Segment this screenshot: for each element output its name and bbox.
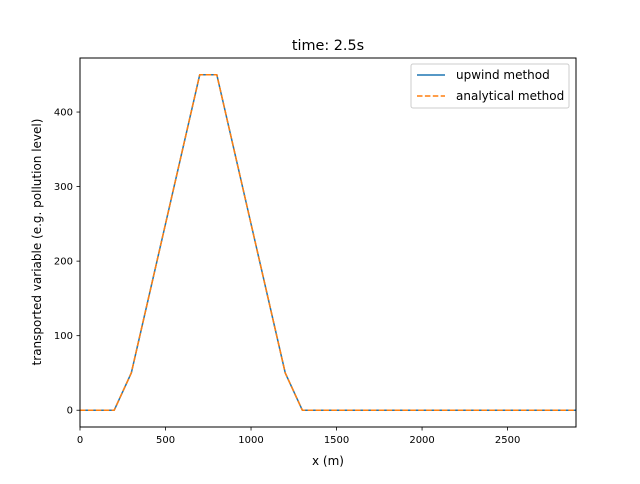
y-tick-label: 200 [54, 257, 73, 268]
y-tick-label: 300 [54, 182, 73, 193]
y-tick-label: 400 [54, 108, 73, 119]
y-tick-label: 0 [67, 406, 73, 417]
legend-label: upwind method [456, 68, 550, 82]
series-line-analytical [80, 74, 576, 411]
x-axis-label: x (m) [312, 454, 344, 468]
plot-frame [79, 57, 577, 428]
x-tick-label: 500 [156, 435, 175, 446]
y-axis-label: transported variable (e.g. pollution lev… [30, 119, 44, 366]
x-tick-label: 2000 [409, 435, 434, 446]
legend-box [410, 63, 570, 109]
legend: upwind method analytical method [410, 63, 570, 109]
chart-title: time: 2.5s [292, 38, 364, 54]
axis-ticks: 0 500 1000 1500 2000 2500 0 100 200 300 400 [54, 108, 520, 446]
x-tick-label: 2500 [495, 435, 520, 446]
x-tick-label: 1000 [238, 435, 263, 446]
legend-label: analytical method [456, 89, 564, 103]
x-tick-label: 0 [77, 435, 83, 446]
y-tick-label: 100 [54, 331, 73, 342]
x-tick-label: 1500 [324, 435, 349, 446]
plot-lines [80, 74, 576, 411]
